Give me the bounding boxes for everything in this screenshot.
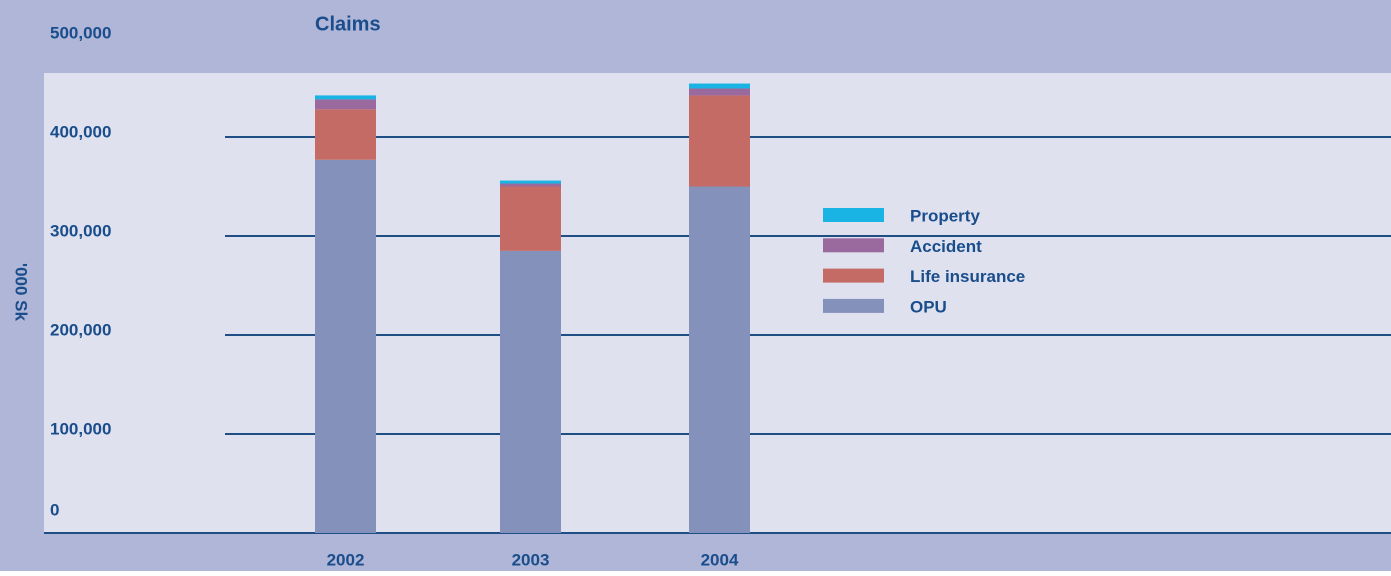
legend-swatch xyxy=(823,298,884,313)
bar-segment xyxy=(500,186,561,251)
legend-label: Property xyxy=(910,206,980,225)
y-axis-label: '000 Sk xyxy=(12,263,31,321)
bar-segment xyxy=(315,99,376,110)
y-tick-label: 100,000 xyxy=(50,419,111,438)
legend-label: OPU xyxy=(910,297,947,316)
bar-segment xyxy=(689,95,750,187)
bar-segment xyxy=(315,109,376,160)
y-tick-label: 400,000 xyxy=(50,122,111,141)
legend-swatch xyxy=(823,238,884,253)
legend-swatch xyxy=(823,268,884,283)
bar-segment xyxy=(689,83,750,89)
legend-label: Accident xyxy=(910,237,982,256)
x-tick-label: 2004 xyxy=(701,550,739,569)
bar-segment xyxy=(315,95,376,100)
bar-segment xyxy=(315,159,376,533)
x-tick-label: 2002 xyxy=(327,550,365,569)
legend-label: Life insurance xyxy=(910,267,1025,286)
y-tick-label: 300,000 xyxy=(50,221,111,240)
bar-segment xyxy=(500,180,561,184)
y-tick-label: 200,000 xyxy=(50,320,111,339)
y-tick-label: 500,000 xyxy=(50,23,111,42)
x-tick-label: 2003 xyxy=(512,550,550,569)
bar-segment xyxy=(500,183,561,187)
y-tick-label: 0 xyxy=(50,500,59,519)
legend-swatch xyxy=(823,208,884,222)
bar-segment xyxy=(689,88,750,96)
bar-segment xyxy=(500,250,561,533)
bar-segment xyxy=(689,186,750,533)
chart-title: Claims xyxy=(315,13,381,35)
